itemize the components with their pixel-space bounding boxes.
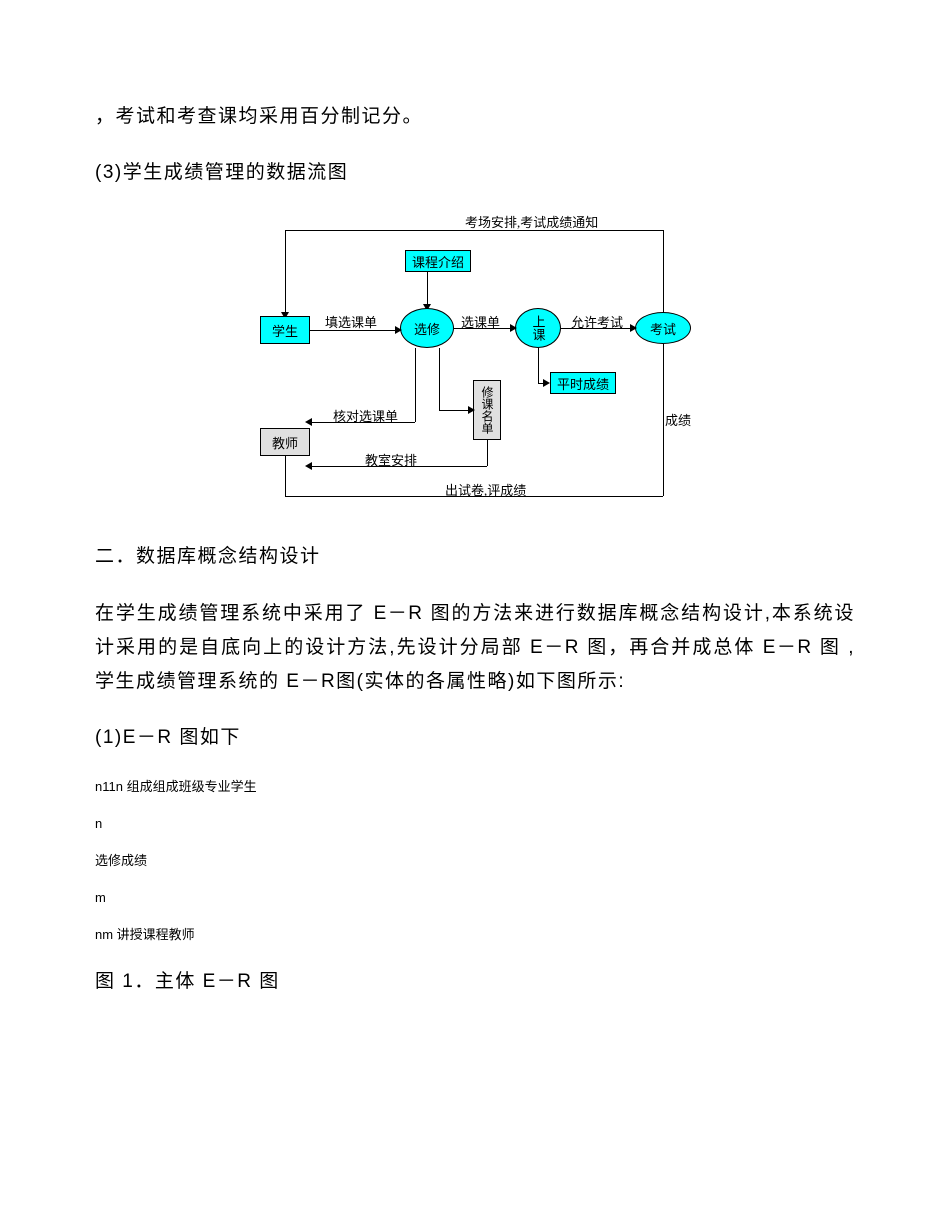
usual-score-label: 平时成绩 <box>557 374 609 393</box>
usual-score-box: 平时成绩 <box>550 372 616 394</box>
class-label: 上课 <box>532 315 545 341</box>
student-box: 学生 <box>260 316 310 344</box>
paragraph-1: ，考试和考查课均采用百分制记分。 <box>95 100 855 134</box>
fill-form-label: 填选课单 <box>325 312 377 331</box>
classroom-label: 教室安排 <box>365 450 417 469</box>
exam-label: 考试 <box>650 319 676 338</box>
paragraph-2: (3)学生成绩管理的数据流图 <box>95 156 855 190</box>
elective-label: 选修 <box>414 319 440 338</box>
paragraph-4: (1)E－R 图如下 <box>95 721 855 755</box>
er-line-4: m <box>95 888 855 909</box>
elective-ellipse: 选修 <box>400 308 454 348</box>
course-form-label: 选课单 <box>461 312 500 331</box>
class-ellipse: 上课 <box>515 308 561 348</box>
er-line-3: 选修成绩 <box>95 851 855 872</box>
er-line-2: n <box>95 814 855 835</box>
top-edge-label: 考场安排,考试成绩通知 <box>465 212 598 231</box>
check-form-label: 核对选课单 <box>333 406 398 425</box>
er-line-5: nm 讲授课程教师 <box>95 925 855 946</box>
score-text: 成绩 <box>665 410 691 429</box>
roster-label: 修课名单 <box>481 386 493 434</box>
course-intro-box: 课程介绍 <box>405 250 471 272</box>
student-label: 学生 <box>272 321 298 340</box>
allow-exam-label: 允许考试 <box>571 312 623 331</box>
paragraph-3: 在学生成绩管理系统中采用了 E－R 图的方法来进行数据库概念结构设计,本系统设计… <box>95 597 855 700</box>
teacher-box: 教师 <box>260 428 310 456</box>
teacher-label: 教师 <box>272 433 298 452</box>
course-intro-label: 课程介绍 <box>412 252 464 271</box>
er-line-1: n11n 组成组成班级专业学生 <box>95 777 855 798</box>
figure-1-caption: 图 1．主体 E－R 图 <box>95 965 855 999</box>
roster-box: 修课名单 <box>473 380 501 440</box>
paper-grade-label: 出试卷,评成绩 <box>445 480 526 499</box>
exam-ellipse: 考试 <box>635 312 691 344</box>
data-flow-diagram: 考场安排,考试成绩通知 课程介绍 学生 选修 上课 考试 填选课单 选课单 允许… <box>215 212 735 512</box>
heading-2: 二．数据库概念结构设计 <box>95 540 855 574</box>
